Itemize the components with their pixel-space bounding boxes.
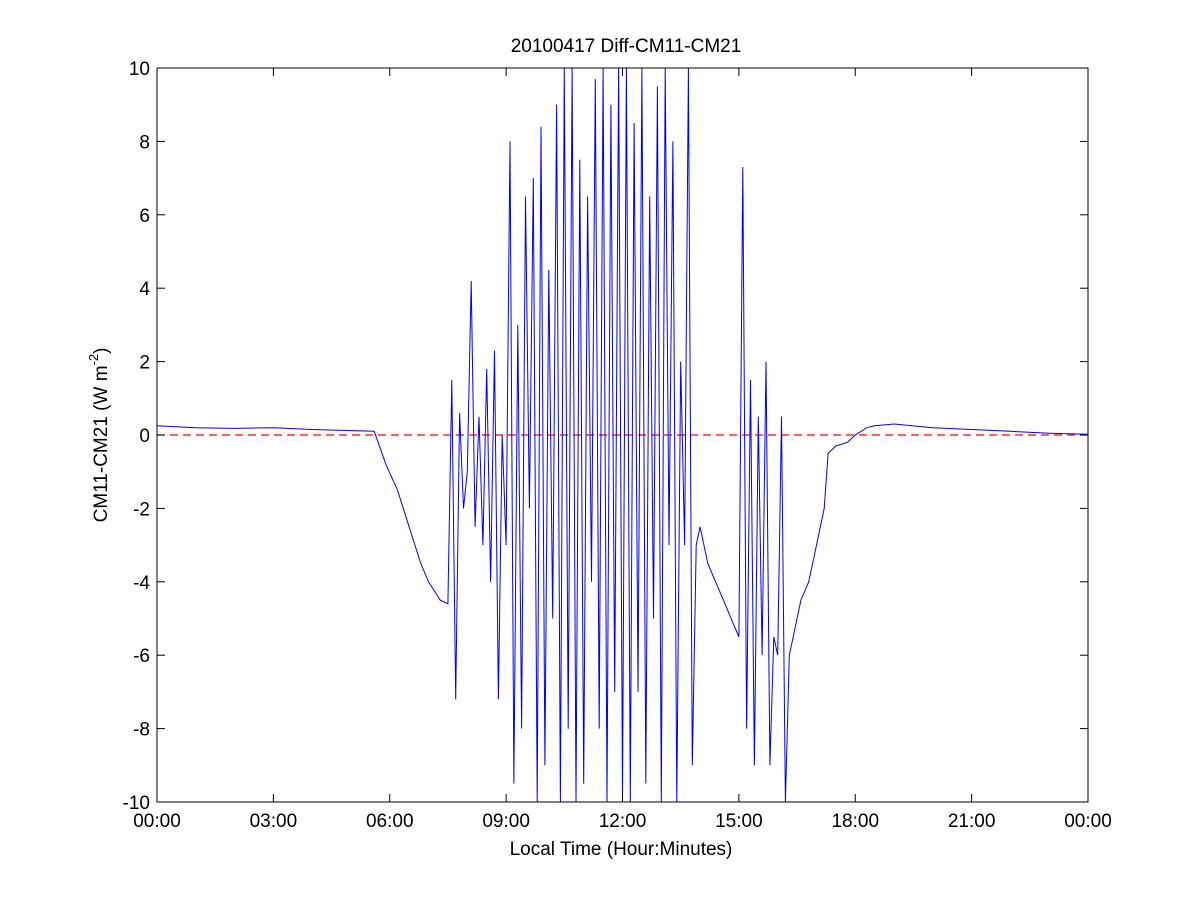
ticks: 00:00 03:00 06:00 09:00 12:00 15:00 18:00 21:00…: [123, 59, 1112, 832]
y-tick-label: 6: [139, 206, 150, 227]
y-tick-label: -4: [133, 573, 150, 594]
x-tick-label: 09:00: [482, 811, 530, 832]
y-tick-label: 4: [139, 279, 150, 300]
chart-title: 20100417 Diff-CM11-CM21: [511, 36, 742, 57]
x-tick-label: 00:00: [1064, 811, 1112, 832]
y-tick-label: 0: [139, 426, 150, 447]
x-tick-label: 03:00: [250, 811, 298, 832]
y-axis-label: CM11-CM21 (W m-2): [86, 348, 112, 523]
x-tick-label: 12:00: [599, 811, 647, 832]
y-tick-label: -6: [133, 646, 150, 667]
y-axis-label-main: CM11-CM21 (W m: [91, 365, 112, 522]
y-tick-label: -10: [123, 793, 150, 814]
plot-area: [157, 68, 1088, 802]
x-axis-label: Local Time (Hour:Minutes): [510, 839, 733, 860]
y-tick-label: 10: [129, 59, 150, 80]
x-tick-label: 00:00: [133, 811, 181, 832]
x-tick-label: 06:00: [366, 811, 414, 832]
y-tick-label: -8: [133, 720, 150, 741]
y-tick-label: 2: [139, 353, 150, 374]
y-tick-label: -2: [133, 499, 150, 520]
series-line: [157, 68, 1088, 802]
y-axis-label-close: ): [91, 348, 112, 354]
y-tick-label: 8: [139, 132, 150, 153]
y-axis-label-exponent: -2: [86, 354, 101, 366]
x-tick-label: 15:00: [715, 811, 763, 832]
x-tick-label: 21:00: [948, 811, 996, 832]
x-tick-label: 18:00: [831, 811, 879, 832]
